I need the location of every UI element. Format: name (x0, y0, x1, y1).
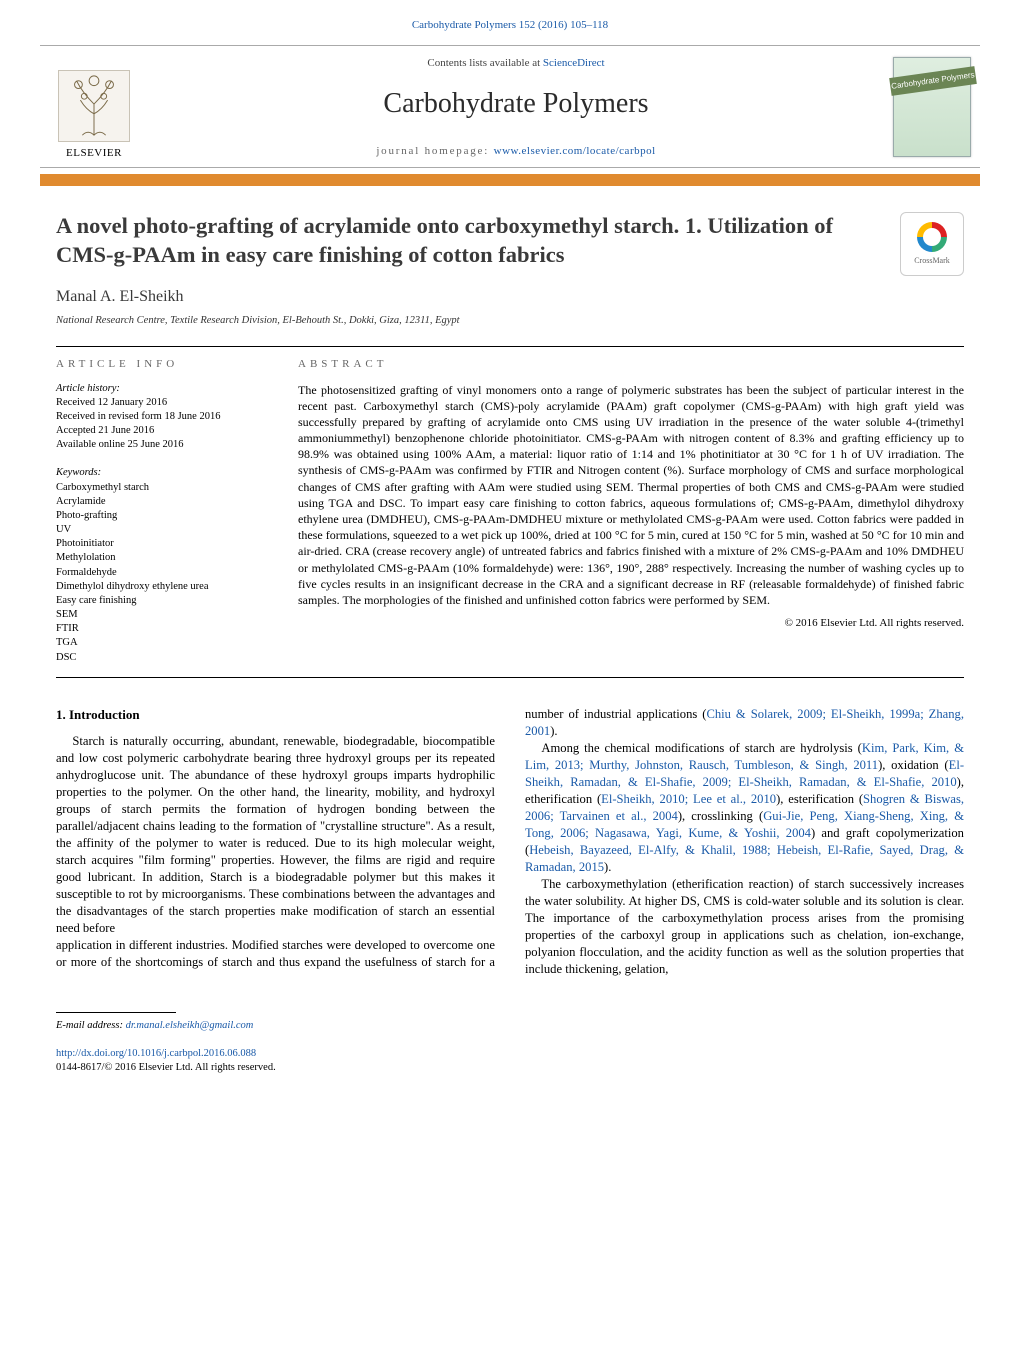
journal-name: Carbohydrate Polymers (383, 85, 648, 123)
rule-top (56, 346, 964, 347)
abstract-column: abstract The photosensitized grafting of… (298, 357, 964, 665)
intro-heading: 1. Introduction (56, 706, 495, 724)
intro-para-1: Starch is naturally occurring, abundant,… (56, 733, 495, 937)
keyword-item: FTIR (56, 622, 264, 636)
keyword-item: Easy care finishing (56, 594, 264, 608)
journal-citation: Carbohydrate Polymers 152 (2016) 105–118 (0, 0, 1020, 45)
keyword-item: Dimethylol dihydroxy ethylene urea (56, 580, 264, 594)
history-online: Available online 25 June 2016 (56, 438, 264, 452)
keywords-label: Keywords: (56, 466, 264, 480)
author-affiliation: National Research Centre, Textile Resear… (56, 314, 964, 328)
homepage-prefix: journal homepage: (376, 145, 493, 157)
crossmark-icon (917, 222, 947, 252)
copyright-line: © 2016 Elsevier Ltd. All rights reserved… (298, 616, 964, 631)
journal-header: ELSEVIER Contents lists available at Sci… (40, 45, 980, 168)
doi-block: http://dx.doi.org/10.1016/j.carbpol.2016… (56, 1047, 964, 1075)
elsevier-tree-icon (58, 70, 130, 142)
keyword-item: SEM (56, 608, 264, 622)
journal-cover-block: Carbohydrate Polymers (884, 46, 980, 167)
body-two-columns: 1. Introduction Starch is naturally occu… (56, 706, 964, 978)
p3-text-d: ), esterification ( (776, 792, 863, 806)
article-info-column: article info Article history: Received 1… (56, 357, 264, 665)
keyword-item: TGA (56, 636, 264, 650)
p3-text-a: Among the chemical modifications of star… (541, 741, 862, 755)
p3-text-g: ). (604, 860, 611, 874)
citation-link[interactable]: El-Sheikh, 2010; Lee et al., 2010 (601, 792, 776, 806)
article-title: A novel photo-grafting of acrylamide ont… (56, 212, 884, 270)
p2-text-b: ). (550, 724, 557, 738)
issn-line: 0144-8617/© 2016 Elsevier Ltd. All right… (56, 1062, 276, 1073)
keyword-item: Carboxymethyl starch (56, 481, 264, 495)
history-label: Article history: (56, 382, 264, 396)
keyword-item: Acrylamide (56, 495, 264, 509)
keyword-item: UV (56, 523, 264, 537)
journal-homepage-line: journal homepage: www.elsevier.com/locat… (376, 144, 655, 159)
doi-link[interactable]: http://dx.doi.org/10.1016/j.carbpol.2016… (56, 1048, 256, 1059)
crossmark-label: CrossMark (914, 256, 950, 267)
intro-para-4: The carboxymethylation (etherification r… (525, 876, 964, 978)
keyword-item: DSC (56, 651, 264, 665)
keyword-item: Formaldehyde (56, 566, 264, 580)
abstract-text: The photosensitized grafting of vinyl mo… (298, 382, 964, 609)
keyword-item: Methylolation (56, 551, 264, 565)
contents-available-line: Contents lists available at ScienceDirec… (427, 56, 604, 71)
footnote-rule (56, 1012, 176, 1013)
orange-divider-bar (40, 174, 980, 186)
header-center: Contents lists available at ScienceDirec… (148, 46, 884, 167)
p3-text-b: ), oxidation ( (878, 758, 949, 772)
rule-bottom (56, 677, 964, 678)
article-info-heading: article info (56, 357, 264, 372)
intro-para-3: Among the chemical modifications of star… (525, 740, 964, 876)
cover-banner-text: Carbohydrate Polymers (889, 66, 977, 96)
email-line: E-mail address: dr.manal.elsheikh@gmail.… (56, 1019, 964, 1033)
history-accepted: Accepted 21 June 2016 (56, 424, 264, 438)
keyword-item: Photoinitiator (56, 537, 264, 551)
publisher-logo-block: ELSEVIER (40, 46, 148, 167)
journal-homepage-link[interactable]: www.elsevier.com/locate/carbpol (494, 145, 656, 157)
abstract-heading: abstract (298, 357, 964, 372)
contents-prefix: Contents lists available at (427, 57, 542, 69)
email-label: E-mail address: (56, 1020, 126, 1031)
author-name: Manal A. El-Sheikh (56, 286, 964, 308)
publisher-name: ELSEVIER (66, 146, 122, 161)
keywords-list: Carboxymethyl starchAcrylamidePhoto-graf… (56, 481, 264, 665)
p3-text-e: ), crosslinking ( (678, 809, 763, 823)
citation-link[interactable]: Hebeish, Bayazeed, El-Alfy, & Khalil, 19… (525, 843, 964, 874)
keyword-item: Photo-grafting (56, 509, 264, 523)
history-received: Received 12 January 2016 (56, 396, 264, 410)
crossmark-badge[interactable]: CrossMark (900, 212, 964, 276)
sciencedirect-link[interactable]: ScienceDirect (543, 57, 605, 69)
history-revised: Received in revised form 18 June 2016 (56, 410, 264, 424)
journal-cover-thumb: Carbohydrate Polymers (893, 57, 971, 157)
author-email-link[interactable]: dr.manal.elsheikh@gmail.com (126, 1020, 254, 1031)
